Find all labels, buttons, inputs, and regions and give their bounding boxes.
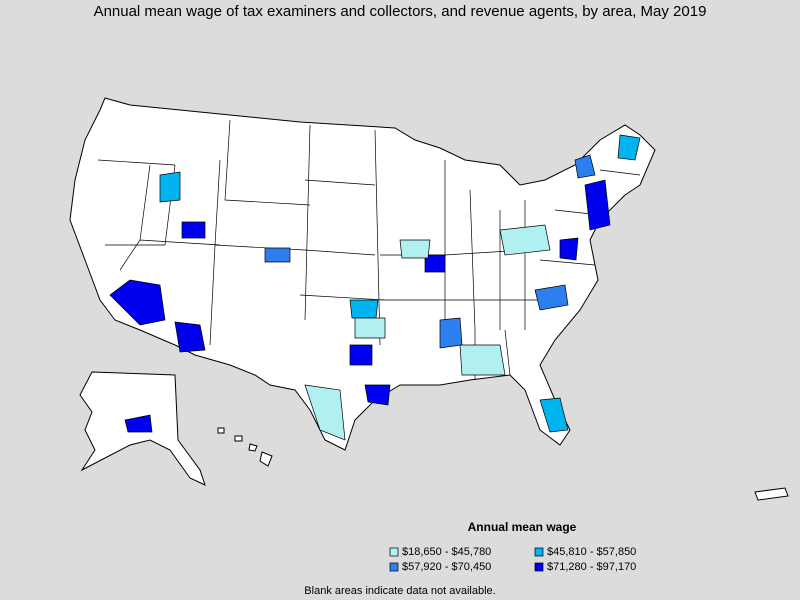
area bbox=[617, 134, 641, 161]
hawaii bbox=[217, 427, 273, 467]
legend-items: $18,650 - $45,780 $45,810 - $57,850 $57,92… bbox=[389, 546, 636, 573]
legend-label: $57,920 - $70,450 bbox=[402, 561, 491, 573]
area bbox=[584, 179, 611, 231]
legend-label: $45,810 - $57,850 bbox=[547, 546, 636, 558]
area bbox=[439, 317, 463, 349]
legend-title: Annual mean wage bbox=[468, 520, 577, 534]
area bbox=[539, 397, 569, 433]
legend: Annual mean wage $18,650 - $45,780 $45,81… bbox=[389, 520, 636, 573]
area bbox=[124, 414, 153, 433]
area bbox=[159, 171, 181, 203]
legend-label: $18,650 - $45,780 bbox=[402, 546, 491, 558]
area bbox=[304, 384, 346, 441]
puerto-rico bbox=[754, 487, 789, 501]
legend-swatch bbox=[389, 547, 399, 557]
area bbox=[349, 344, 373, 366]
footnote: Blank areas indicate data not available. bbox=[304, 585, 495, 597]
legend-swatch bbox=[534, 562, 544, 572]
map bbox=[69, 97, 789, 501]
area bbox=[354, 317, 386, 339]
area bbox=[574, 154, 596, 179]
area bbox=[534, 284, 569, 311]
legend-swatch bbox=[389, 562, 399, 572]
area bbox=[499, 224, 551, 256]
area bbox=[364, 384, 391, 406]
area bbox=[399, 239, 431, 259]
area bbox=[349, 299, 379, 319]
area bbox=[559, 237, 579, 261]
area bbox=[264, 247, 291, 263]
map-title: Annual mean wage of tax examiners and co… bbox=[94, 3, 707, 20]
area bbox=[424, 254, 446, 273]
area-shading bbox=[109, 134, 641, 441]
area bbox=[174, 321, 206, 353]
area bbox=[181, 221, 206, 239]
area bbox=[109, 279, 166, 326]
legend-label: $71,280 - $97,170 bbox=[547, 561, 636, 573]
area bbox=[459, 344, 506, 376]
legend-swatch bbox=[534, 547, 544, 557]
